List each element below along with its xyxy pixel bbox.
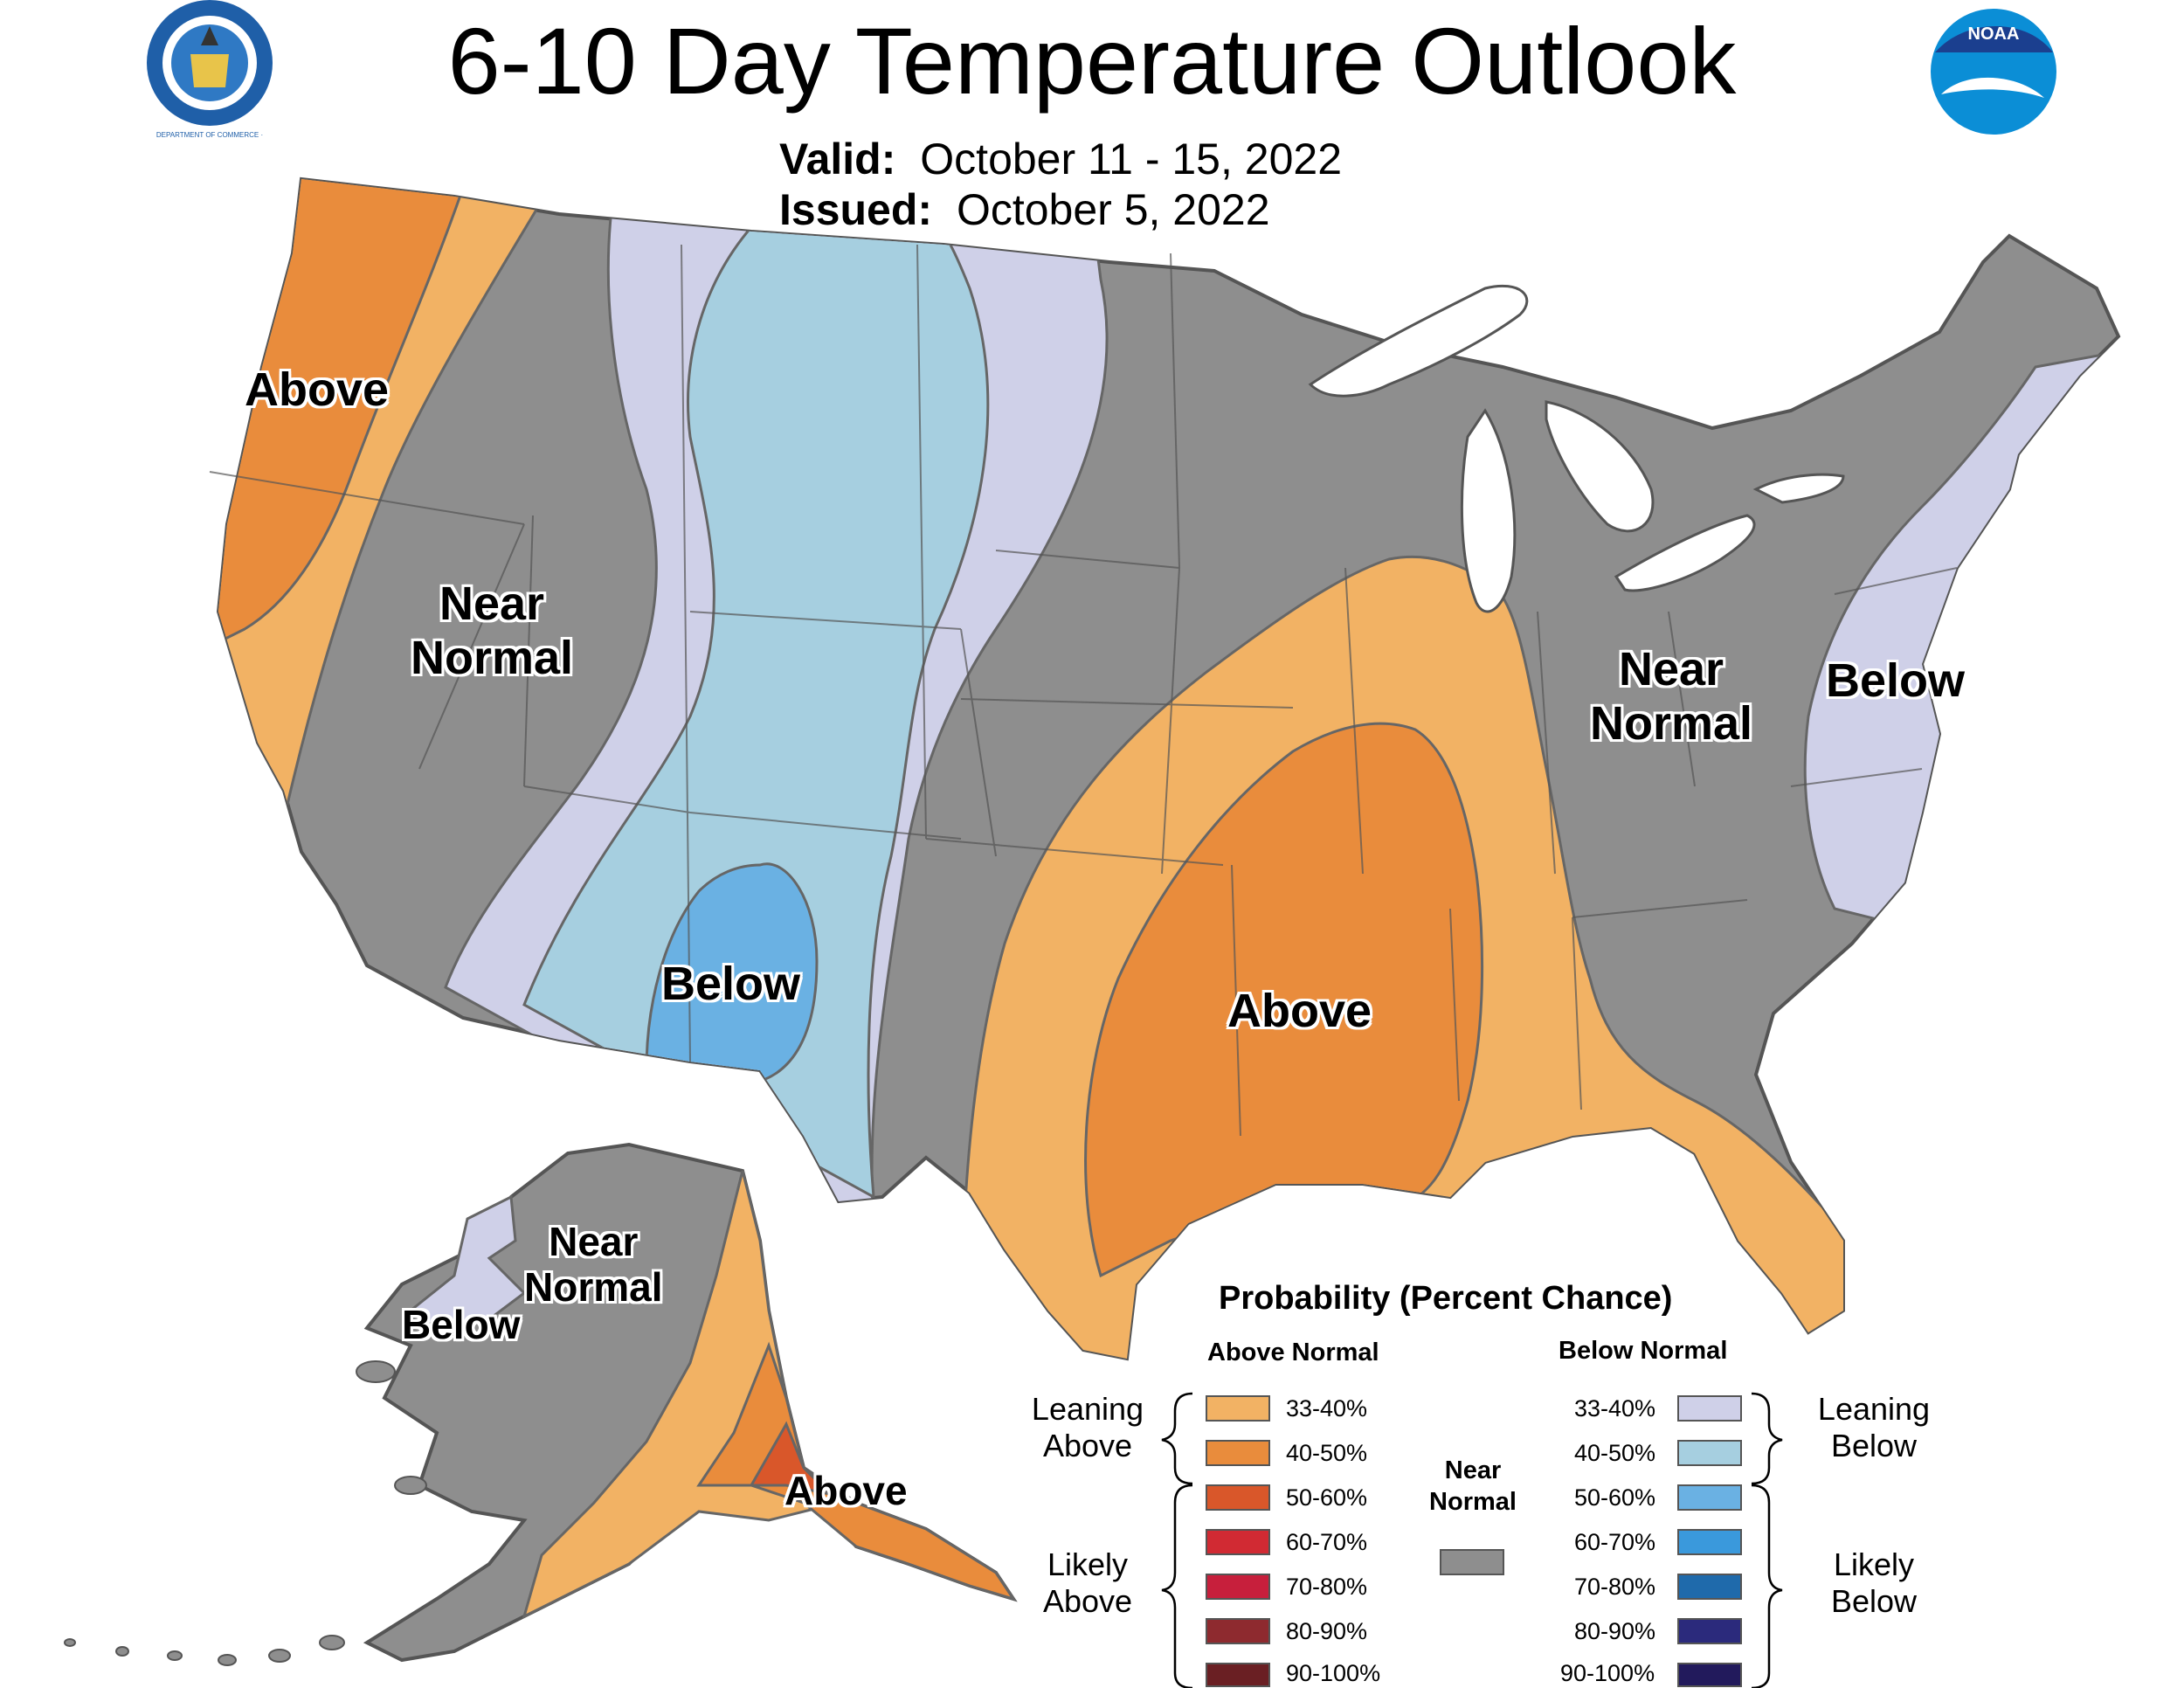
label-west-above: Above — [245, 363, 390, 416]
likely-above-line1: Likely — [1047, 1546, 1129, 1582]
pct-below-70-80: 70-80% — [1574, 1574, 1656, 1600]
legend-near-normal-label: Near Normal — [1420, 1455, 1525, 1518]
label-ak-near-line2: Normal — [524, 1264, 663, 1310]
swatch-below-70-80 — [1677, 1574, 1742, 1600]
legend-likely-below: Likely Below — [1800, 1546, 1948, 1620]
label-south-above: Above — [1227, 985, 1372, 1037]
issued-line: Issued: October 5, 2022 — [779, 185, 1270, 234]
state-boundaries — [209, 244, 1958, 1137]
label-alaska-above: Above — [784, 1468, 908, 1513]
swatch-above-50-60 — [1206, 1484, 1270, 1511]
brace-likely-above — [1161, 1484, 1193, 1688]
alaska-above-likely — [749, 1421, 834, 1497]
commerce-seal-text: DEPARTMENT OF COMMERCE · UNITED STATES O… — [156, 131, 264, 140]
lake-erie — [1614, 514, 1756, 592]
commerce-seal-logo — [147, 0, 273, 126]
pct-above-90-100: 90-100% — [1286, 1660, 1381, 1686]
likely-below-line1: Likely — [1833, 1546, 1915, 1582]
noaa-logo — [1931, 9, 2056, 135]
leaning-below-line1: Leaning — [1817, 1391, 1931, 1427]
legend-near-line1: Near — [1444, 1456, 1502, 1484]
swatch-above-80-90 — [1206, 1618, 1270, 1644]
swatch-above-60-70 — [1206, 1529, 1270, 1555]
pct-above-33-40: 33-40% — [1286, 1395, 1368, 1422]
label-east-below: Below — [1826, 654, 1966, 707]
swatch-below-33-40 — [1677, 1395, 1742, 1422]
alaska-above-lean — [522, 1170, 841, 1619]
pct-above-50-60: 50-60% — [1286, 1484, 1368, 1511]
lake-superior — [1308, 284, 1529, 398]
issued-value: October 5, 2022 — [956, 185, 1270, 234]
label-east-near-line2: Normal — [1590, 697, 1753, 750]
leaning-below-line2: Below — [1830, 1428, 1918, 1463]
pct-below-80-90: 80-90% — [1574, 1618, 1656, 1644]
label-east-near-line1: Near — [1618, 643, 1724, 695]
pct-below-40-50: 40-50% — [1574, 1440, 1656, 1466]
alaska — [64, 1142, 1018, 1666]
legend-below-header: Below Normal — [1559, 1337, 1728, 1365]
brace-leaning-above — [1161, 1392, 1193, 1485]
swatch-above-70-80 — [1206, 1574, 1270, 1600]
page-title: 6-10 Day Temperature Outlook — [447, 8, 1737, 114]
alaska-above-moderate — [696, 1341, 1017, 1602]
label-alaska-below: Below — [402, 1302, 521, 1347]
aleutian-islands — [64, 1360, 427, 1666]
swatch-above-40-50 — [1206, 1440, 1270, 1466]
rockies-below-moderate — [522, 217, 990, 1200]
label-rockies-below: Below — [661, 958, 801, 1010]
likely-below-line2: Below — [1830, 1583, 1918, 1619]
likely-above-line2: Above — [1042, 1583, 1133, 1619]
valid-value: October 11 - 15, 2022 — [920, 135, 1342, 183]
pct-below-90-100: 90-100% — [1560, 1660, 1655, 1686]
pct-above-40-50: 40-50% — [1286, 1440, 1368, 1466]
swatch-below-80-90 — [1677, 1618, 1742, 1644]
label-east-near-normal: Near Normal — [1590, 642, 1752, 751]
valid-line: Valid: October 11 - 15, 2022 — [779, 135, 1342, 183]
legend-likely-above: Likely Above — [1013, 1546, 1162, 1620]
pct-above-60-70: 60-70% — [1286, 1529, 1368, 1555]
swatch-near-normal — [1440, 1549, 1504, 1575]
label-ak-near-line1: Near — [549, 1219, 639, 1264]
label-west-near-normal: Near Normal — [411, 577, 573, 685]
pct-below-50-60: 50-60% — [1574, 1484, 1656, 1511]
legend-near-line2: Normal — [1429, 1488, 1517, 1516]
legend-above-header: Above Normal — [1207, 1339, 1379, 1366]
lake-michigan — [1460, 408, 1517, 613]
lake-huron — [1545, 400, 1655, 533]
swatch-above-90-100 — [1206, 1663, 1270, 1687]
lake-ontario — [1752, 473, 1845, 504]
swatch-below-40-50 — [1677, 1440, 1742, 1466]
brace-likely-below — [1751, 1484, 1783, 1688]
leaning-above-line1: Leaning — [1031, 1391, 1144, 1427]
legend-leaning-above: Leaning Above — [1013, 1391, 1162, 1464]
brace-leaning-below — [1751, 1392, 1783, 1485]
leaning-above-line2: Above — [1042, 1428, 1133, 1463]
label-west-near-line1: Near — [439, 578, 545, 630]
pct-below-33-40: 33-40% — [1574, 1395, 1656, 1422]
noaa-logo-text: NOAA — [1967, 24, 2020, 44]
valid-label: Valid: — [779, 135, 896, 183]
alaska-below-lean — [408, 1194, 527, 1330]
swatch-below-50-60 — [1677, 1484, 1742, 1511]
label-alaska-near-normal: Near Normal — [524, 1219, 662, 1310]
pct-below-60-70: 60-70% — [1574, 1529, 1656, 1555]
pct-above-70-80: 70-80% — [1286, 1574, 1368, 1600]
swatch-above-33-40 — [1206, 1395, 1270, 1422]
swatch-below-90-100 — [1677, 1663, 1742, 1687]
legend-title: Probability (Percent Chance) — [1219, 1280, 1673, 1317]
pct-above-80-90: 80-90% — [1286, 1618, 1368, 1644]
label-west-near-line2: Normal — [411, 632, 574, 684]
swatch-below-60-70 — [1677, 1529, 1742, 1555]
issued-label: Issued: — [779, 185, 933, 234]
legend-leaning-below: Leaning Below — [1800, 1391, 1948, 1464]
great-lakes — [1308, 284, 1845, 613]
